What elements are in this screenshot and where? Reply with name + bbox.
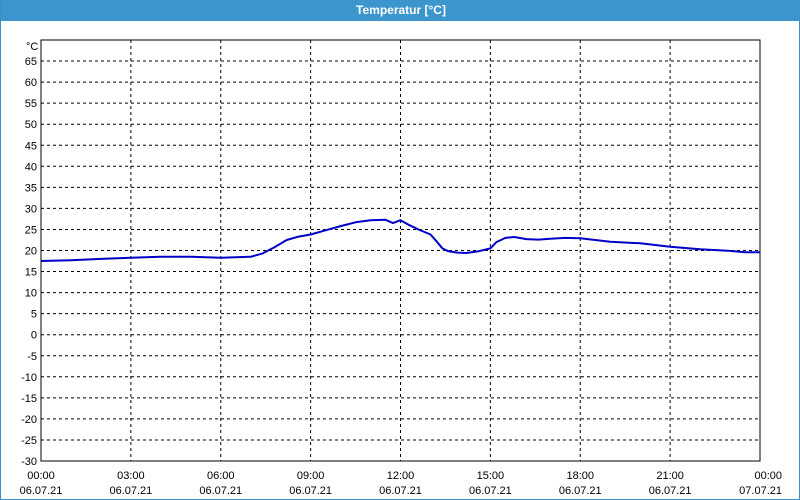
y-tick-label: 55 bbox=[25, 98, 37, 110]
x-tick-date-label: 06.07.21 bbox=[649, 485, 692, 497]
x-tick-time-label: 12:00 bbox=[387, 470, 415, 482]
y-tick-label: -20 bbox=[21, 414, 37, 426]
x-tick-time-label: 18:00 bbox=[566, 470, 594, 482]
x-tick-time-label: 09:00 bbox=[297, 470, 325, 482]
y-axis-unit-label: °C bbox=[26, 41, 38, 53]
y-tick-label: 45 bbox=[25, 140, 37, 152]
x-tick-time-label: 21:00 bbox=[656, 470, 684, 482]
y-tick-label: 15 bbox=[25, 267, 37, 279]
y-tick-label: 60 bbox=[25, 77, 37, 89]
x-tick-time-label: 03:00 bbox=[117, 470, 145, 482]
x-tick-time-label: 00:00 bbox=[754, 470, 782, 482]
y-tick-label: 30 bbox=[25, 203, 37, 215]
x-tick-time-label: 00:00 bbox=[27, 470, 55, 482]
y-tick-label: -15 bbox=[21, 393, 37, 405]
y-tick-label: 40 bbox=[25, 161, 37, 173]
y-tick-label: 10 bbox=[25, 288, 37, 300]
y-tick-label: 50 bbox=[25, 119, 37, 131]
y-tick-label: -5 bbox=[27, 351, 37, 363]
y-tick-label: 5 bbox=[31, 309, 37, 321]
y-tick-label: 0 bbox=[31, 330, 37, 342]
plot-frame bbox=[40, 39, 761, 462]
y-tick-label: -30 bbox=[21, 456, 37, 468]
y-tick-label: 25 bbox=[25, 224, 37, 236]
window-title: Temperatur [°C] bbox=[1, 0, 800, 21]
y-tick-label: 35 bbox=[25, 182, 37, 194]
x-tick-time-label: 15:00 bbox=[477, 470, 505, 482]
temperature-series-line bbox=[40, 218, 760, 262]
y-tick-label: -25 bbox=[21, 435, 37, 447]
x-tick-date-label: 06.07.21 bbox=[559, 485, 602, 497]
x-tick-date-label: 06.07.21 bbox=[469, 485, 512, 497]
x-tick-date-label: 06.07.21 bbox=[199, 485, 242, 497]
x-tick-date-label: 07.07.21 bbox=[739, 485, 782, 497]
x-tick-date-label: 06.07.21 bbox=[379, 485, 422, 497]
x-tick-date-label: 06.07.21 bbox=[109, 485, 152, 497]
x-tick-date-label: 06.07.21 bbox=[289, 485, 332, 497]
y-tick-label: 20 bbox=[25, 246, 37, 258]
x-tick-time-label: 06:00 bbox=[207, 470, 235, 482]
y-tick-label: -10 bbox=[21, 372, 37, 384]
y-tick-label: 65 bbox=[25, 56, 37, 68]
x-tick-date-label: 06.07.21 bbox=[20, 485, 63, 497]
